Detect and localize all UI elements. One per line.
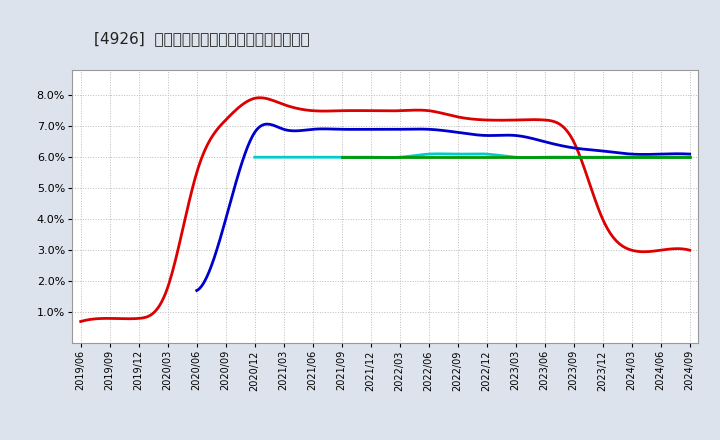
- 5年: [685, 151, 694, 157]
- 3年: [518, 117, 526, 122]
- 7年: [473, 151, 482, 157]
- Line: 7年: 7年: [255, 154, 690, 158]
- 7年: [685, 154, 694, 160]
- 7年: [302, 154, 311, 160]
- 5年: [252, 128, 261, 133]
- 10年: [452, 154, 461, 160]
- 3年: [461, 116, 469, 121]
- 3年: [76, 319, 85, 324]
- 3年: [276, 101, 285, 106]
- 10年: [590, 154, 599, 160]
- 5年: [552, 142, 561, 147]
- 5年: [354, 127, 363, 132]
- 5年: [504, 132, 513, 138]
- 10年: [477, 154, 485, 160]
- 7年: [393, 155, 402, 160]
- Text: [4926]  当期純利益マージンの標準偏差の推移: [4926] 当期純利益マージンの標準偏差の推移: [94, 31, 309, 46]
- 5年: [192, 288, 201, 293]
- 7年: [526, 155, 535, 160]
- 10年: [558, 154, 567, 160]
- 10年: [685, 154, 694, 160]
- 10年: [592, 154, 600, 160]
- 10年: [379, 154, 388, 160]
- 5年: [389, 127, 397, 132]
- 10年: [404, 154, 413, 160]
- 5年: [263, 121, 271, 127]
- 7年: [567, 154, 575, 160]
- 7年: [251, 154, 259, 160]
- 3年: [521, 117, 529, 122]
- 10年: [381, 154, 390, 160]
- 7年: [569, 154, 577, 160]
- 3年: [685, 248, 694, 253]
- 3年: [319, 108, 328, 114]
- 10年: [338, 154, 346, 160]
- 5年: [549, 141, 558, 147]
- Line: 5年: 5年: [197, 124, 690, 290]
- 3年: [150, 310, 158, 315]
- Line: 3年: 3年: [81, 98, 690, 322]
- 7年: [384, 155, 393, 160]
- 7年: [424, 151, 433, 157]
- 3年: [255, 95, 264, 100]
